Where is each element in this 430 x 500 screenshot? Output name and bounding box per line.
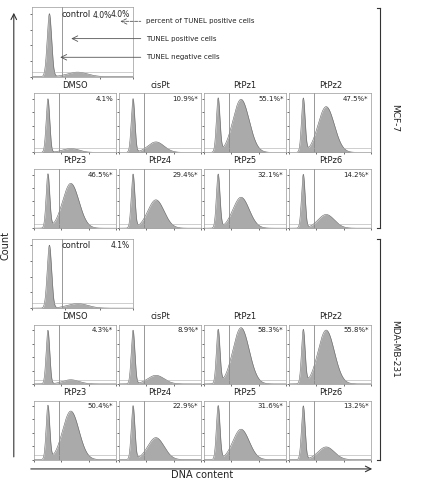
Text: 47.5%*: 47.5%* — [342, 96, 368, 102]
Text: 58.3%*: 58.3%* — [257, 328, 283, 334]
Text: PtPz1: PtPz1 — [233, 80, 256, 90]
Text: control: control — [62, 242, 91, 250]
Text: PtPz5: PtPz5 — [233, 388, 256, 397]
Text: 4.0%: 4.0% — [110, 10, 129, 18]
Text: control: control — [62, 10, 91, 19]
Text: PtPz3: PtPz3 — [63, 156, 86, 166]
Text: PtPz2: PtPz2 — [318, 312, 341, 321]
Text: PtPz6: PtPz6 — [318, 388, 341, 397]
Text: 55.1%*: 55.1%* — [258, 96, 283, 102]
Text: 8.9%*: 8.9%* — [177, 328, 198, 334]
Text: PtPz4: PtPz4 — [148, 388, 171, 397]
Text: 4.1%: 4.1% — [95, 96, 113, 102]
Text: PtPz6: PtPz6 — [318, 156, 341, 166]
Text: 29.4%*: 29.4%* — [172, 172, 198, 177]
Text: 4.1%: 4.1% — [111, 241, 129, 250]
Text: DMSO: DMSO — [62, 80, 87, 90]
Text: 55.8%*: 55.8%* — [342, 328, 368, 334]
Text: MCF-7: MCF-7 — [389, 104, 398, 132]
Text: PtPz4: PtPz4 — [148, 156, 171, 166]
Text: 10.9%*: 10.9%* — [172, 96, 198, 102]
Text: 46.5%*: 46.5%* — [88, 172, 113, 177]
Text: 22.9%*: 22.9%* — [172, 403, 198, 409]
Text: percent of TUNEL positive cells: percent of TUNEL positive cells — [145, 18, 254, 24]
Text: 4.3%*: 4.3%* — [92, 328, 113, 334]
Text: Count: Count — [0, 230, 10, 260]
Text: cisPt: cisPt — [150, 312, 169, 321]
Text: 13.2%*: 13.2%* — [342, 403, 368, 409]
Text: 50.4%*: 50.4%* — [88, 403, 113, 409]
Text: PtPz1: PtPz1 — [233, 312, 256, 321]
Text: DMSO: DMSO — [62, 312, 87, 321]
Text: 14.2%*: 14.2%* — [342, 172, 368, 177]
Text: 31.6%*: 31.6%* — [257, 403, 283, 409]
Text: PtPz5: PtPz5 — [233, 156, 256, 166]
Text: DNA content: DNA content — [171, 470, 233, 480]
Text: TUNEL negative cells: TUNEL negative cells — [145, 54, 219, 60]
Text: PtPz3: PtPz3 — [63, 388, 86, 397]
Text: 4.0%: 4.0% — [92, 11, 111, 20]
Text: 32.1%*: 32.1%* — [257, 172, 283, 177]
Text: cisPt: cisPt — [150, 80, 169, 90]
Text: MDA-MB-231: MDA-MB-231 — [389, 320, 398, 378]
Text: PtPz2: PtPz2 — [318, 80, 341, 90]
Text: TUNEL positive cells: TUNEL positive cells — [145, 36, 216, 42]
